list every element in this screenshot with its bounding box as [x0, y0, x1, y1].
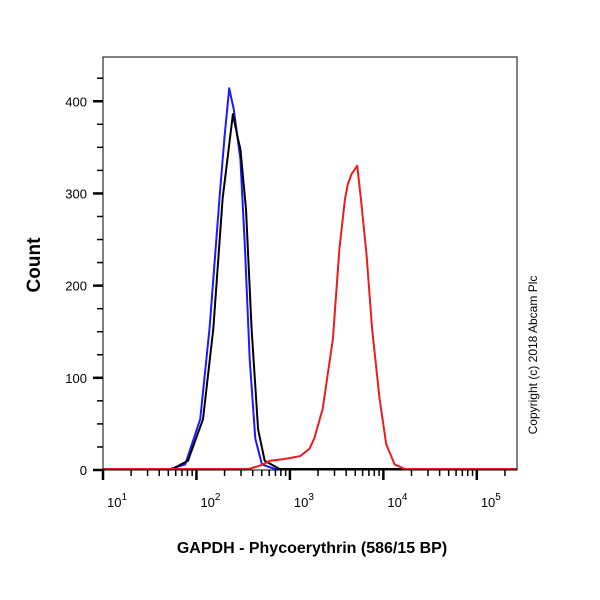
y-tick-label: 100	[65, 371, 87, 386]
x-tick-label: 104	[387, 492, 407, 510]
x-tick-label: 102	[200, 492, 220, 510]
x-axis-title: GAPDH - Phycoerythrin (586/15 BP)	[177, 540, 447, 557]
series-line-blue	[103, 87, 517, 470]
x-tick-label: 105	[481, 492, 501, 510]
series-line-black	[103, 113, 517, 470]
x-tick-label: 103	[294, 492, 314, 510]
plot-frame	[102, 56, 518, 471]
y-tick-label: 0	[80, 463, 87, 478]
y-tick-label: 300	[65, 186, 87, 201]
series-line-red	[103, 164, 517, 470]
y-tick-label: 200	[65, 279, 87, 294]
y-tick-label: 400	[65, 94, 87, 109]
x-tick-label: 101	[107, 492, 127, 510]
copyright-annotation: Copyright (c) 2018 Abcam Plc	[526, 276, 540, 435]
y-axis-title: Count	[24, 237, 45, 293]
